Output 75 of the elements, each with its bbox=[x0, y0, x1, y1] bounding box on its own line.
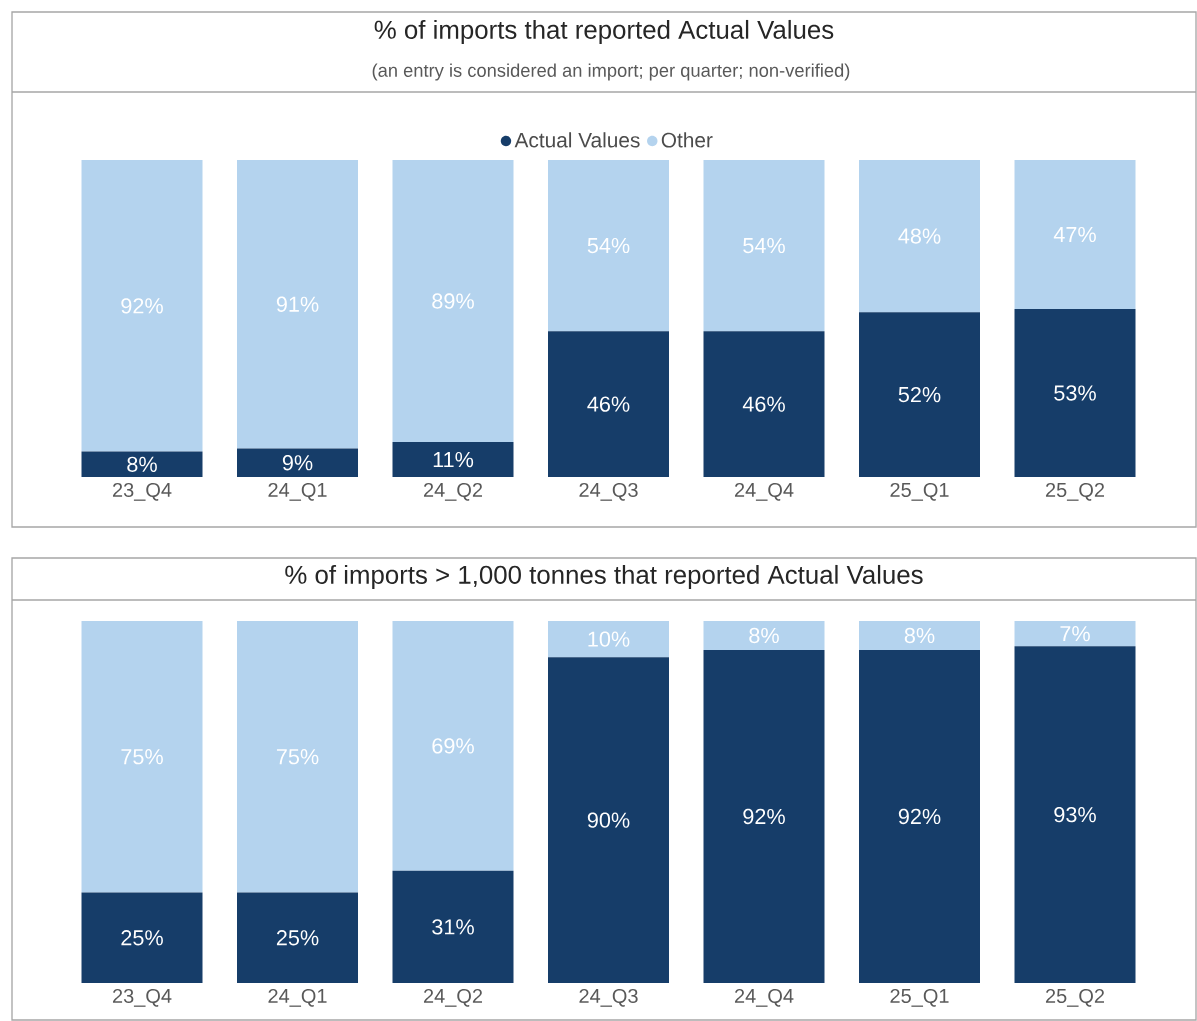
data-label: 25% bbox=[276, 930, 319, 946]
bar bbox=[1014, 646, 1136, 983]
data-label: 54% bbox=[743, 237, 785, 254]
data-label: 69% bbox=[432, 738, 474, 754]
bar bbox=[392, 159, 514, 443]
data-label: 93% bbox=[1054, 806, 1096, 823]
data-label: 47% bbox=[1053, 226, 1096, 243]
bar bbox=[237, 892, 358, 983]
bar bbox=[859, 649, 980, 983]
legend-label: Other bbox=[661, 132, 713, 148]
data-label: 10% bbox=[588, 631, 630, 647]
bar bbox=[1014, 159, 1136, 309]
data-label: 11% bbox=[433, 451, 474, 468]
bar bbox=[859, 620, 980, 650]
data-label: 90% bbox=[587, 812, 630, 828]
data-label: 75% bbox=[276, 749, 319, 765]
data-label: 31% bbox=[432, 919, 474, 935]
data-label: 48% bbox=[898, 228, 941, 244]
bar bbox=[548, 331, 670, 477]
x-tick-label: 24_Q4 bbox=[734, 988, 794, 1007]
data-label: 92% bbox=[743, 808, 785, 825]
data-label: 92% bbox=[898, 808, 941, 825]
bar bbox=[392, 442, 514, 477]
x-tick-label: 23_Q4 bbox=[112, 482, 172, 501]
data-label: 92% bbox=[121, 298, 163, 314]
data-label: 89% bbox=[432, 293, 474, 309]
x-tick-label: 24_Q3 bbox=[579, 482, 638, 501]
data-label: 8% bbox=[127, 456, 157, 472]
legend-label: Actual Values bbox=[514, 132, 640, 148]
bar bbox=[703, 331, 825, 477]
x-tick-label: 25_Q2 bbox=[1045, 988, 1105, 1007]
bar bbox=[548, 657, 670, 983]
bar bbox=[81, 159, 203, 452]
data-label: 9% bbox=[282, 455, 313, 471]
chart-subtitle: (an entry is considered an import; per quarter; non-verified) bbox=[372, 63, 850, 81]
data-label: 46% bbox=[742, 396, 785, 412]
bar bbox=[1014, 308, 1136, 477]
data-label: 8% bbox=[749, 627, 779, 644]
bar bbox=[237, 620, 358, 893]
bar bbox=[548, 620, 670, 658]
bar bbox=[237, 159, 358, 449]
bar bbox=[392, 620, 514, 871]
bar bbox=[392, 870, 514, 983]
chart-title: % of imports that reported Actual Values bbox=[374, 19, 834, 45]
bar bbox=[703, 620, 825, 650]
data-label: 91% bbox=[276, 296, 319, 312]
data-label: 54% bbox=[587, 237, 630, 254]
x-tick-label: 25_Q2 bbox=[1045, 482, 1105, 501]
bar bbox=[548, 159, 670, 332]
bar bbox=[703, 159, 825, 332]
bar bbox=[237, 448, 358, 477]
data-label: 25% bbox=[121, 930, 163, 946]
bar bbox=[1014, 620, 1136, 647]
bar bbox=[703, 649, 825, 983]
x-tick-label: 24_Q2 bbox=[423, 482, 483, 501]
data-label: 53% bbox=[1054, 385, 1096, 401]
x-tick-label: 24_Q1 bbox=[268, 988, 327, 1007]
x-tick-label: 24_Q1 bbox=[268, 482, 327, 501]
x-tick-label: 23_Q4 bbox=[112, 988, 172, 1007]
bar bbox=[81, 451, 203, 477]
bar bbox=[81, 892, 203, 983]
data-label: 46% bbox=[587, 396, 630, 412]
data-label: 52% bbox=[898, 386, 941, 403]
data-label: 75% bbox=[121, 749, 163, 765]
bar bbox=[859, 312, 980, 477]
bar bbox=[859, 159, 980, 313]
x-tick-label: 25_Q1 bbox=[890, 482, 949, 501]
x-tick-label: 24_Q2 bbox=[423, 988, 483, 1007]
data-label: 8% bbox=[904, 627, 935, 644]
data-label: 7% bbox=[1060, 626, 1090, 642]
x-tick-label: 24_Q3 bbox=[579, 988, 638, 1007]
x-tick-label: 24_Q4 bbox=[734, 482, 794, 501]
bar bbox=[81, 620, 203, 893]
x-tick-label: 25_Q1 bbox=[890, 988, 949, 1007]
chart-title: % of imports > 1,000 tonnes that reported Actual Values bbox=[285, 564, 923, 590]
